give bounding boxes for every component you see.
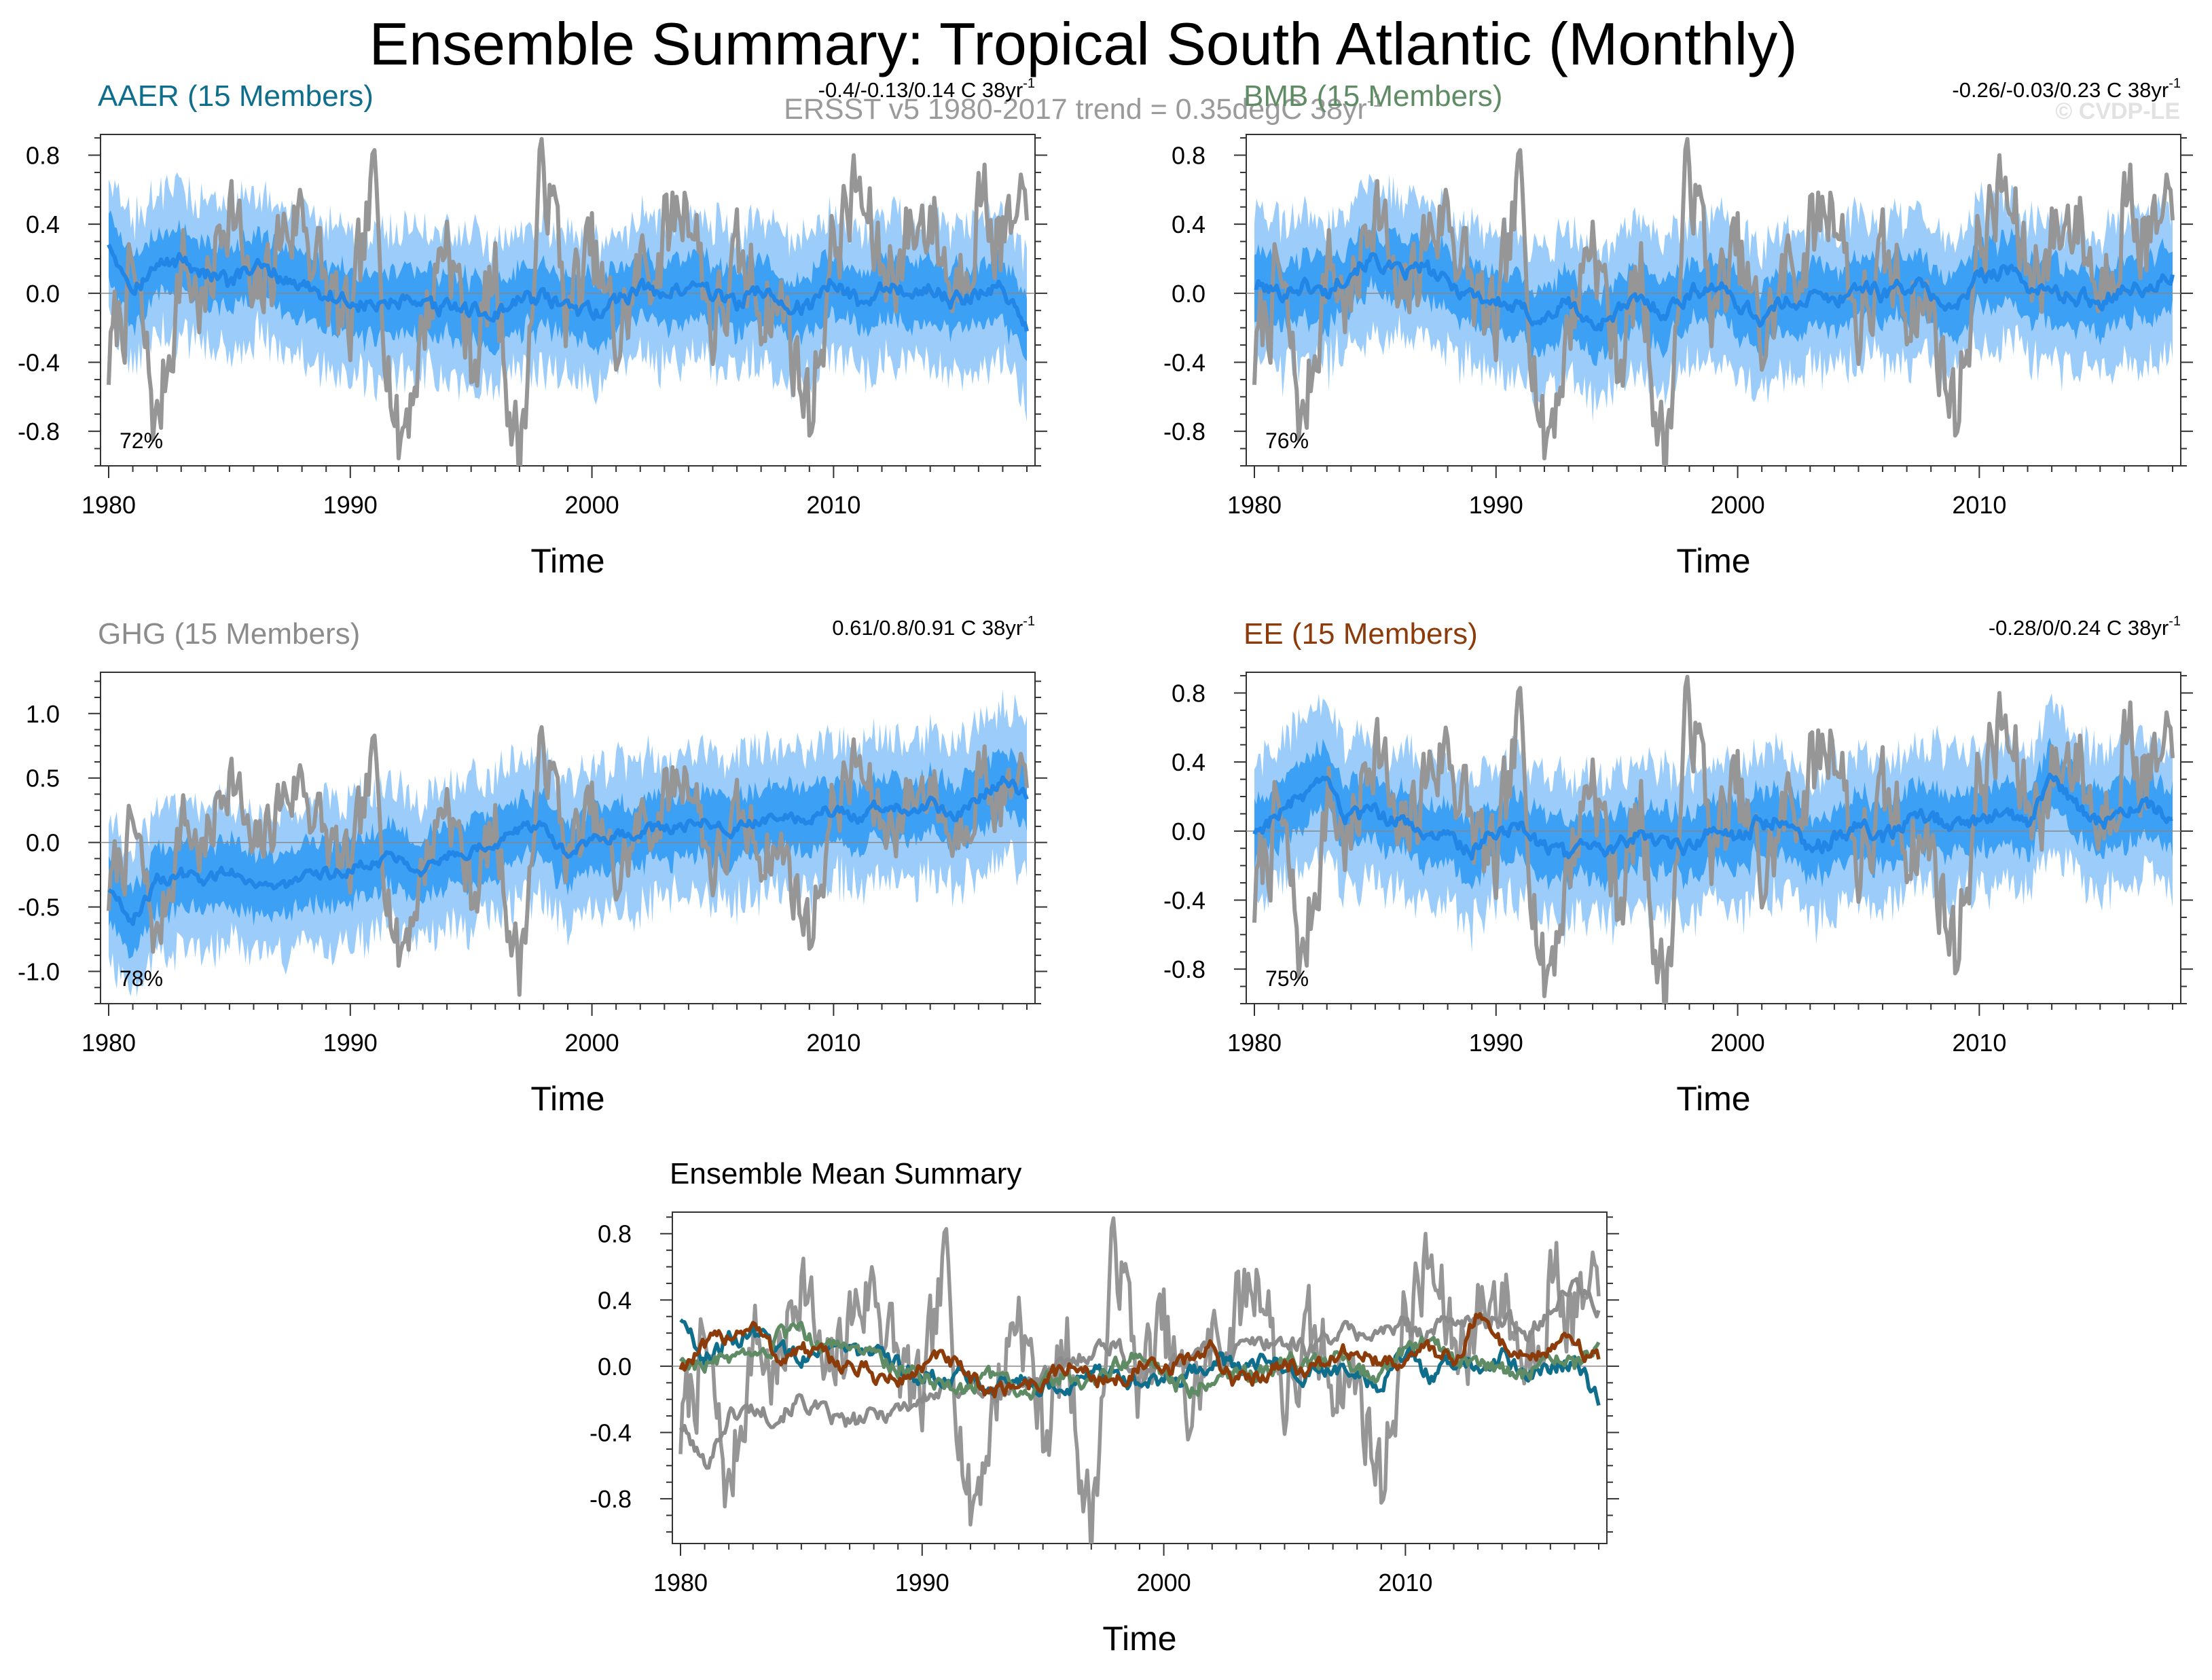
y-tick-label: 0.4 bbox=[598, 1286, 632, 1314]
y-tick-label: -0.8 bbox=[590, 1485, 632, 1513]
x-tick-label: 2010 bbox=[806, 491, 860, 519]
plot-area bbox=[101, 689, 1035, 997]
panel-title: EE (15 Members) bbox=[1244, 617, 1478, 651]
x-tick-label: 1990 bbox=[1469, 491, 1523, 519]
panel-title: GHG (15 Members) bbox=[98, 617, 360, 651]
y-tick-label: 0.8 bbox=[1172, 680, 1205, 708]
y-tick-label: 0.8 bbox=[598, 1220, 632, 1248]
series-ensemble-mean bbox=[1254, 252, 2175, 332]
panel-title: BMB (15 Members) bbox=[1244, 79, 1502, 113]
y-tick-label: -0.8 bbox=[1163, 955, 1205, 983]
trend-sup: -1 bbox=[2169, 76, 2181, 91]
series-ensemble-mean bbox=[107, 243, 1029, 332]
chart-panel-ghg: -1.0 -0.5 0.0 0.5 1.0 1980 1990 2000 2010 Time GHG… bbox=[18, 614, 1047, 1118]
y-tick-label: -0.8 bbox=[1163, 418, 1205, 445]
y-tick-label: -0.5 bbox=[18, 894, 60, 921]
trend-text: -0.28/0/0.24 C 38yr bbox=[1989, 616, 2169, 640]
trend-label: 0.61/0.8/0.91 C 38yr-1 bbox=[832, 614, 1035, 640]
x-tick-label: 1990 bbox=[323, 491, 378, 519]
y-tick-label: -0.8 bbox=[18, 418, 60, 445]
trend-sup: -1 bbox=[1023, 614, 1035, 629]
y-tick-label: -0.4 bbox=[590, 1419, 632, 1447]
y-tick-label: 0.8 bbox=[26, 142, 60, 170]
chart-panel-ensemble-mean-summary: -0.8 -0.4 0.0 0.4 0.8 1980 1990 2000 2010 Time Ens… bbox=[590, 1157, 1619, 1658]
obs-trend-subtitle: ERSST v5 1980-2017 trend = 0.35degC 38yr… bbox=[784, 90, 1383, 126]
series-ersst-v5 bbox=[107, 725, 1029, 997]
y-tick-label: 0.0 bbox=[1172, 280, 1205, 308]
trend-text: 0.61/0.8/0.91 C 38yr bbox=[832, 616, 1023, 640]
trend-text: -0.26/-0.03/0.23 C 38yr bbox=[1952, 78, 2169, 102]
watermark: © CVDP-LE bbox=[2055, 98, 2180, 124]
page-title: Ensemble Summary: Tropical South Atlanti… bbox=[369, 10, 1797, 77]
chart-panel-ee: -0.8 -0.4 0.0 0.4 0.8 1980 1990 2000 2010 Time EE … bbox=[1163, 614, 2193, 1118]
x-tick-label: 2000 bbox=[1711, 1029, 1765, 1057]
x-tick-label: 1980 bbox=[653, 1569, 708, 1596]
y-tick-label: 0.0 bbox=[1172, 818, 1205, 845]
y-tick-label: 0.4 bbox=[26, 211, 60, 238]
plot-area bbox=[1246, 674, 2181, 1004]
x-tick-label: 1990 bbox=[895, 1569, 949, 1596]
plot-area bbox=[101, 136, 1035, 466]
x-tick-label: 1980 bbox=[1227, 491, 1282, 519]
series-ersst-v5 bbox=[1252, 674, 2175, 1004]
x-tick-label: 1990 bbox=[323, 1029, 378, 1057]
percent-label: 72% bbox=[120, 428, 163, 453]
series-ghg bbox=[678, 1277, 1601, 1470]
series-ensemble-mean bbox=[1252, 772, 2173, 861]
series-ee bbox=[678, 1312, 1601, 1399]
trend-sup: -1 bbox=[1023, 76, 1035, 91]
x-axis-label: Time bbox=[530, 1080, 604, 1118]
x-tick-label: 1980 bbox=[1227, 1029, 1282, 1057]
plot-area bbox=[1246, 136, 2181, 466]
x-axis-label: Time bbox=[1676, 542, 1750, 580]
obs-trend-text: ERSST v5 1980-2017 trend = 0.35degC 38yr bbox=[784, 93, 1367, 126]
y-tick-label: 0.0 bbox=[26, 280, 60, 308]
trend-label: -0.4/-0.13/0.14 C 38yr-1 bbox=[818, 76, 1035, 102]
chart-panel-aaer: -0.8 -0.4 0.0 0.4 0.8 1980 1990 2000 2010 Time AAE… bbox=[18, 76, 1047, 580]
x-tick-label: 2000 bbox=[565, 1029, 619, 1057]
x-axis-label: Time bbox=[530, 542, 604, 580]
y-tick-label: -0.4 bbox=[18, 349, 60, 377]
trend-sup: -1 bbox=[2169, 614, 2181, 629]
chart-panel-bmb: -0.8 -0.4 0.0 0.4 0.8 1980 1990 2000 2010 Time BMB… bbox=[1163, 76, 2193, 580]
panel-title: AAER (15 Members) bbox=[98, 79, 374, 113]
x-tick-label: 2010 bbox=[1952, 491, 2006, 519]
y-tick-label: -1.0 bbox=[18, 958, 60, 986]
percent-label: 78% bbox=[120, 966, 163, 991]
panel-title: Ensemble Mean Summary bbox=[670, 1157, 1021, 1190]
series-ensemble-mean bbox=[107, 775, 1029, 926]
x-tick-label: 2000 bbox=[1711, 491, 1765, 519]
x-tick-label: 1980 bbox=[81, 1029, 136, 1057]
y-tick-label: 0.0 bbox=[598, 1353, 632, 1381]
series-ersst-v5 bbox=[678, 1216, 1601, 1544]
y-tick-label: -0.4 bbox=[1163, 349, 1205, 377]
plot-area bbox=[672, 1216, 1607, 1544]
y-tick-label: -0.4 bbox=[1163, 887, 1205, 915]
trend-text: -0.4/-0.13/0.14 C 38yr bbox=[818, 78, 1023, 102]
y-tick-label: 0.8 bbox=[1172, 142, 1205, 170]
percent-label: 76% bbox=[1265, 428, 1309, 453]
x-tick-label: 2000 bbox=[1137, 1569, 1191, 1596]
x-axis-label: Time bbox=[1676, 1080, 1750, 1118]
series-ersst-v5 bbox=[1252, 136, 2175, 466]
trend-label: -0.26/-0.03/0.23 C 38yr-1 bbox=[1952, 76, 2181, 102]
x-tick-label: 2000 bbox=[565, 491, 619, 519]
y-tick-label: 0.0 bbox=[26, 829, 60, 857]
obs-trend-sup: -1 bbox=[1367, 90, 1383, 111]
y-tick-label: 0.4 bbox=[1172, 211, 1205, 238]
x-tick-label: 2010 bbox=[1952, 1029, 2006, 1057]
y-tick-label: 1.0 bbox=[26, 700, 60, 728]
x-tick-label: 1990 bbox=[1469, 1029, 1523, 1057]
trend-label: -0.28/0/0.24 C 38yr-1 bbox=[1989, 614, 2181, 640]
x-tick-label: 2010 bbox=[806, 1029, 860, 1057]
y-tick-label: 0.4 bbox=[1172, 748, 1205, 776]
y-tick-label: 0.5 bbox=[26, 765, 60, 792]
x-tick-label: 1980 bbox=[81, 491, 136, 519]
x-axis-label: Time bbox=[1102, 1620, 1176, 1658]
x-tick-label: 2010 bbox=[1378, 1569, 1432, 1596]
percent-label: 75% bbox=[1265, 966, 1309, 991]
